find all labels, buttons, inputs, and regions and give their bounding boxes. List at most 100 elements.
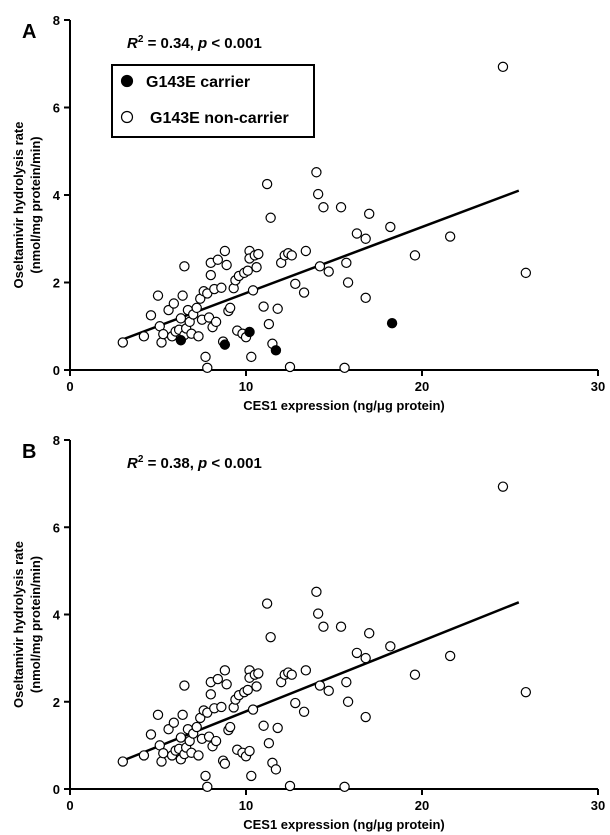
data-point-non-carrier — [360, 711, 371, 723]
data-point-non-carrier — [270, 764, 282, 775]
data-point-non-carrier — [497, 481, 509, 492]
legend-label: G143E carrier — [146, 74, 250, 91]
data-point-carrier — [386, 317, 398, 329]
data-point-non-carrier — [191, 721, 202, 733]
data-point-non-carrier — [152, 290, 164, 301]
data-point-non-carrier — [253, 248, 264, 260]
data-point-non-carrier — [261, 178, 273, 190]
data-point-non-carrier — [205, 269, 216, 281]
data-point-non-carrier — [138, 331, 150, 342]
data-point-non-carrier — [219, 758, 231, 769]
data-point-non-carrier — [272, 303, 283, 314]
legend: G143E carrier G143E non-carrier — [111, 64, 315, 138]
data-point-non-carrier — [290, 697, 301, 709]
r2-exponent: 2 — [138, 454, 144, 465]
data-point-non-carrier — [216, 282, 227, 293]
legend-label: G143E non-carrier — [150, 110, 289, 127]
r2-symbol: R — [127, 455, 138, 472]
y-tick-label: 4 — [53, 188, 61, 203]
data-point-non-carrier — [290, 278, 301, 290]
data-point-non-carrier — [263, 318, 275, 330]
data-point-non-carrier — [158, 328, 169, 340]
data-point-non-carrier — [286, 669, 297, 680]
data-point-non-carrier — [360, 292, 371, 304]
data-point-non-carrier — [221, 259, 232, 271]
data-point-non-carrier — [298, 706, 310, 717]
data-point-non-carrier — [210, 316, 222, 328]
data-point-non-carrier — [212, 673, 224, 685]
x-tick-label: 10 — [239, 798, 253, 813]
y-tick-label: 2 — [53, 276, 60, 291]
data-point-non-carrier — [152, 709, 164, 721]
data-point-non-carrier — [193, 750, 204, 761]
data-point-non-carrier — [335, 621, 347, 632]
legend-marker-non-carrier — [120, 110, 134, 124]
data-point-non-carrier — [212, 254, 224, 265]
stats-annotation: R2 = 0.38, p < 0.001 — [127, 454, 262, 472]
data-point-non-carrier — [311, 167, 322, 178]
data-point-non-carrier — [385, 221, 396, 233]
data-point-non-carrier — [364, 628, 375, 639]
data-point-non-carrier — [175, 732, 187, 743]
data-point-carrier — [175, 335, 187, 346]
y-axis-title-line2: (nmol/mg protein/min) — [28, 136, 43, 273]
data-point-non-carrier — [244, 745, 255, 757]
data-point-non-carrier — [219, 665, 231, 676]
data-point-non-carrier — [247, 704, 259, 715]
x-tick-label: 30 — [591, 379, 605, 394]
data-point-non-carrier — [175, 313, 187, 324]
data-point-non-carrier — [251, 261, 262, 273]
y-tick-label: 0 — [53, 363, 60, 378]
p-value: < 0.001 — [207, 35, 262, 52]
r2-exponent: 2 — [138, 34, 144, 45]
y-tick-label: 6 — [53, 520, 60, 535]
data-point-non-carrier — [312, 608, 324, 619]
x-tick-label: 30 — [591, 798, 605, 813]
x-tick-label: 20 — [415, 798, 429, 813]
data-point-non-carrier — [272, 722, 283, 734]
data-point-non-carrier — [265, 212, 276, 223]
data-point-non-carrier — [323, 266, 334, 277]
data-point-non-carrier — [200, 351, 211, 363]
panel-label: A — [22, 21, 36, 43]
data-point-non-carrier — [300, 245, 312, 257]
y-tick-label: 8 — [53, 13, 60, 28]
data-point-non-carrier — [138, 750, 150, 761]
data-point-non-carrier — [409, 669, 421, 680]
y-tick-label: 2 — [53, 695, 60, 710]
data-point-non-carrier — [179, 261, 190, 272]
y-axis-title-line2: (nmol/mg protein/min) — [28, 556, 43, 693]
data-point-non-carrier — [224, 721, 236, 733]
data-point-non-carrier — [341, 257, 352, 269]
p-value: < 0.001 — [207, 455, 262, 472]
panel-label: B — [22, 441, 36, 463]
data-point-non-carrier — [286, 250, 297, 261]
p-symbol: p — [197, 35, 207, 52]
data-point-non-carrier — [177, 290, 188, 301]
data-point-non-carrier — [314, 261, 326, 272]
data-point-carrier — [244, 326, 255, 338]
data-point-non-carrier — [156, 337, 167, 348]
data-point-non-carrier — [318, 621, 329, 632]
data-point-non-carrier — [117, 756, 129, 767]
data-point-non-carrier — [342, 277, 354, 288]
data-point-non-carrier — [261, 598, 273, 609]
data-point-non-carrier — [335, 202, 347, 213]
data-point-non-carrier — [520, 686, 532, 698]
data-point-non-carrier — [145, 310, 157, 321]
data-point-non-carrier — [364, 208, 375, 220]
data-point-non-carrier — [210, 735, 222, 747]
data-point-non-carrier — [202, 781, 213, 793]
legend-marker-carrier — [120, 74, 134, 88]
data-point-non-carrier — [314, 680, 326, 691]
data-point-non-carrier — [300, 665, 312, 676]
data-point-non-carrier — [265, 631, 276, 643]
data-point-non-carrier — [179, 680, 190, 691]
data-point-non-carrier — [360, 652, 371, 664]
r2-symbol: R — [127, 35, 138, 52]
data-point-non-carrier — [318, 202, 329, 213]
data-point-non-carrier — [145, 729, 157, 740]
data-point-non-carrier — [193, 331, 204, 342]
y-tick-label: 0 — [53, 782, 60, 797]
data-point-non-carrier — [342, 696, 354, 707]
